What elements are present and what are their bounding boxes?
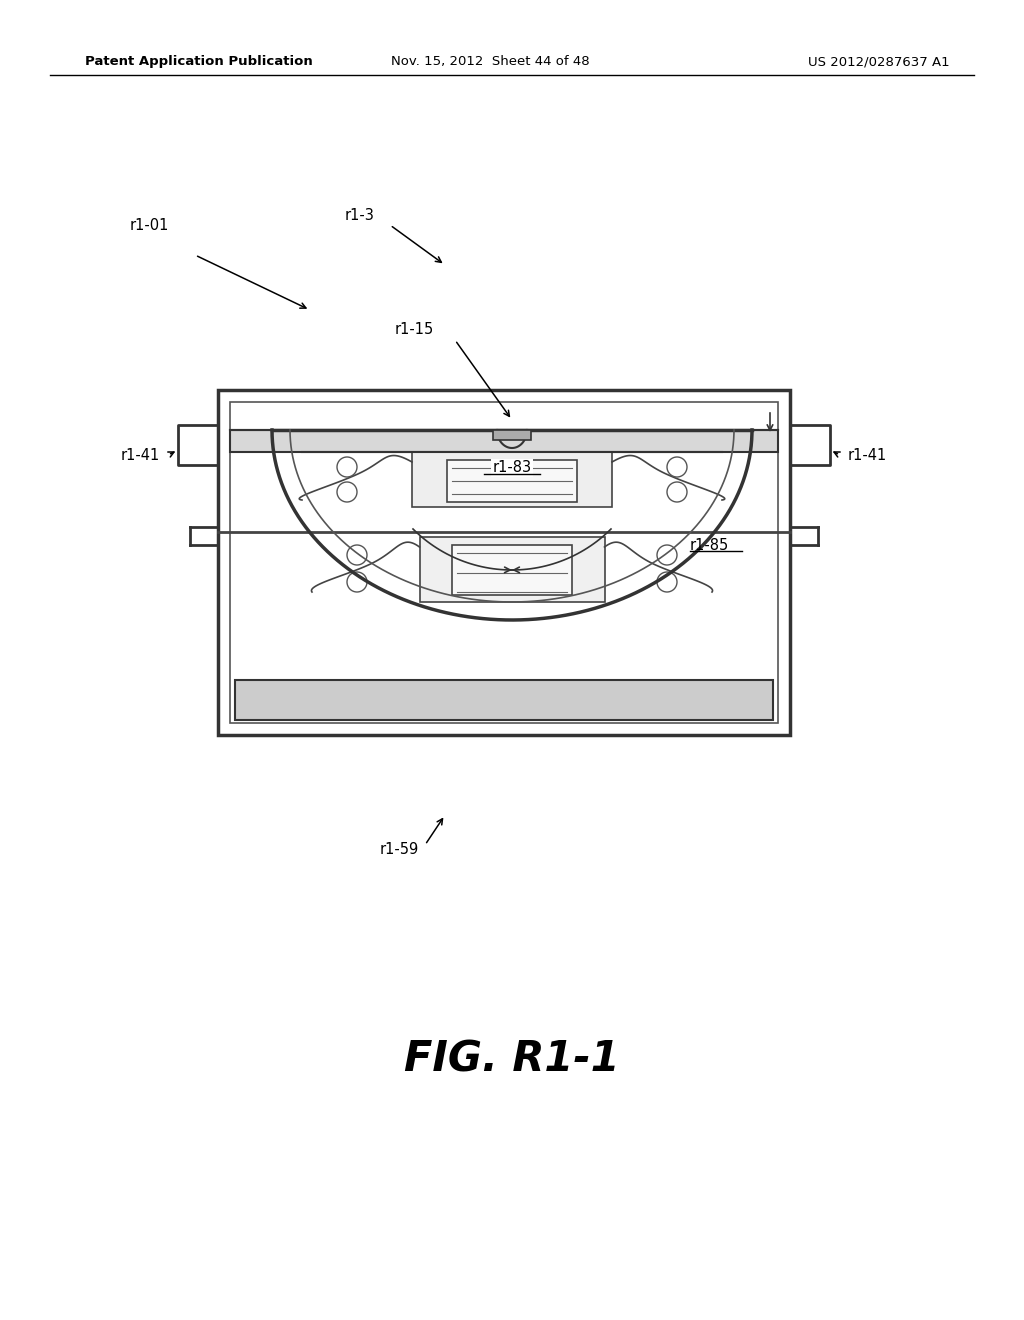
Text: r1-59: r1-59 bbox=[380, 842, 419, 858]
Text: FIG. R1-1: FIG. R1-1 bbox=[404, 1039, 620, 1081]
Circle shape bbox=[347, 572, 367, 591]
Bar bbox=[412, 451, 612, 507]
Circle shape bbox=[657, 545, 677, 565]
Bar bbox=[230, 430, 778, 451]
Bar bbox=[452, 545, 572, 595]
Text: r1-15: r1-15 bbox=[395, 322, 434, 338]
Text: r1-83: r1-83 bbox=[493, 461, 531, 475]
Text: r1-41: r1-41 bbox=[121, 447, 160, 462]
Bar bbox=[234, 680, 773, 719]
Bar bbox=[420, 537, 604, 602]
Bar bbox=[218, 389, 790, 735]
Bar bbox=[230, 403, 778, 723]
Text: Nov. 15, 2012  Sheet 44 of 48: Nov. 15, 2012 Sheet 44 of 48 bbox=[391, 55, 590, 69]
Circle shape bbox=[337, 482, 357, 502]
Circle shape bbox=[667, 457, 687, 477]
Bar bbox=[493, 430, 531, 440]
Bar bbox=[447, 459, 577, 502]
Circle shape bbox=[347, 545, 367, 565]
Circle shape bbox=[657, 572, 677, 591]
Text: r1-85: r1-85 bbox=[690, 537, 729, 553]
Text: r1-3: r1-3 bbox=[345, 207, 375, 223]
Text: US 2012/0287637 A1: US 2012/0287637 A1 bbox=[808, 55, 950, 69]
Circle shape bbox=[667, 482, 687, 502]
Text: r1-01: r1-01 bbox=[130, 218, 169, 232]
Circle shape bbox=[337, 457, 357, 477]
Text: Patent Application Publication: Patent Application Publication bbox=[85, 55, 312, 69]
Text: r1-41: r1-41 bbox=[848, 447, 887, 462]
